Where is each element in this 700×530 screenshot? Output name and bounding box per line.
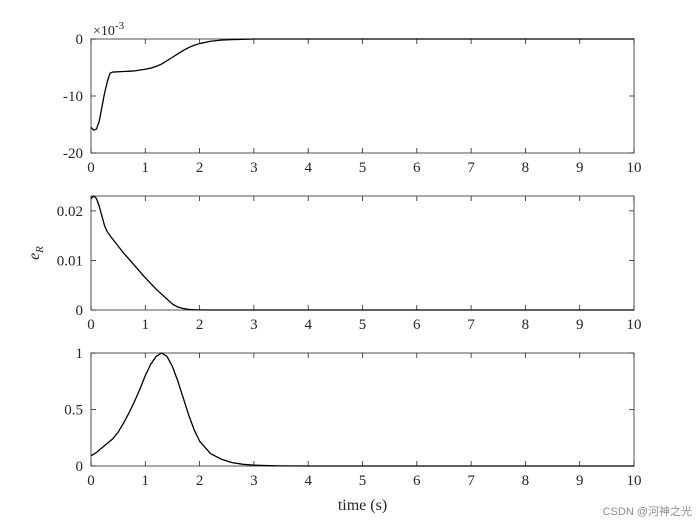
x-tick-label: 10 [627,317,642,333]
x-tick-label: 7 [467,473,475,489]
y-tick-label: 0.5 [64,403,83,419]
x-tick-label: 9 [576,473,584,489]
x-tick-label: 8 [522,317,530,333]
x-axis-label: time (s) [338,497,387,514]
y-tick-label: 0 [76,32,84,48]
x-tick-label: 5 [359,317,367,333]
y-tick-label: -20 [63,146,83,162]
y-axis-label: eR [26,246,46,260]
x-tick-label: 5 [359,473,367,489]
x-tick-label: 8 [522,473,530,489]
x-tick-label: 1 [142,473,150,489]
x-tick-label: 0 [87,160,95,176]
x-tick-label: 1 [142,317,150,333]
axes-box [90,195,635,311]
axes-box [90,38,635,154]
x-tick-label: 4 [304,317,312,333]
y-tick-label: 0.01 [57,253,83,269]
x-tick-label: 0 [87,473,95,489]
series-line-1 [90,195,634,311]
x-tick-label: 7 [467,160,475,176]
x-tick-label: 10 [627,473,642,489]
x-tick-label: 4 [304,473,312,489]
x-tick-label: 2 [196,473,204,489]
x-tick-label: 9 [576,160,584,176]
x-tick-label: 0 [87,317,95,333]
y-tick-label: 0 [76,459,84,475]
series-line-1 [90,352,634,467]
x-tick-label: 3 [250,317,258,333]
y-tick-label: 0 [76,303,84,319]
y-tick-label: 1 [76,346,84,362]
x-tick-label: 3 [250,160,258,176]
x-tick-label: 2 [196,160,204,176]
x-tick-label: 3 [250,473,258,489]
x-tick-label: 4 [304,160,312,176]
subplot-1: 0 1 2 3 4 5 6 7 8 9 10 -20 -10 0 ×10-3 [63,20,642,176]
subplot-3: 0 1 2 3 4 5 6 7 8 9 10 0 0.5 1 time (s) [64,346,641,514]
x-tick-label: 5 [359,160,367,176]
x-tick-label: 6 [413,317,421,333]
series-line-1 [90,38,634,131]
x-tick-label: 1 [142,160,150,176]
watermark-text: CSDN @河神之光 [602,506,692,518]
subplot-2: 0 1 2 3 4 5 6 7 8 9 10 0 0.01 0.02 eR [26,195,642,333]
x-tick-label: 6 [413,160,421,176]
y-tick-label: -10 [63,89,83,105]
x-tick-label: 6 [413,473,421,489]
x-tick-label: 10 [627,160,642,176]
y-tick-label: 0.02 [57,204,83,220]
x-tick-label: 9 [576,317,584,333]
x-tick-label: 2 [196,317,204,333]
x-tick-label: 8 [522,160,530,176]
y-exponent-label: ×10-3 [93,20,125,39]
x-tick-label: 7 [467,317,475,333]
axes-box [90,352,635,467]
